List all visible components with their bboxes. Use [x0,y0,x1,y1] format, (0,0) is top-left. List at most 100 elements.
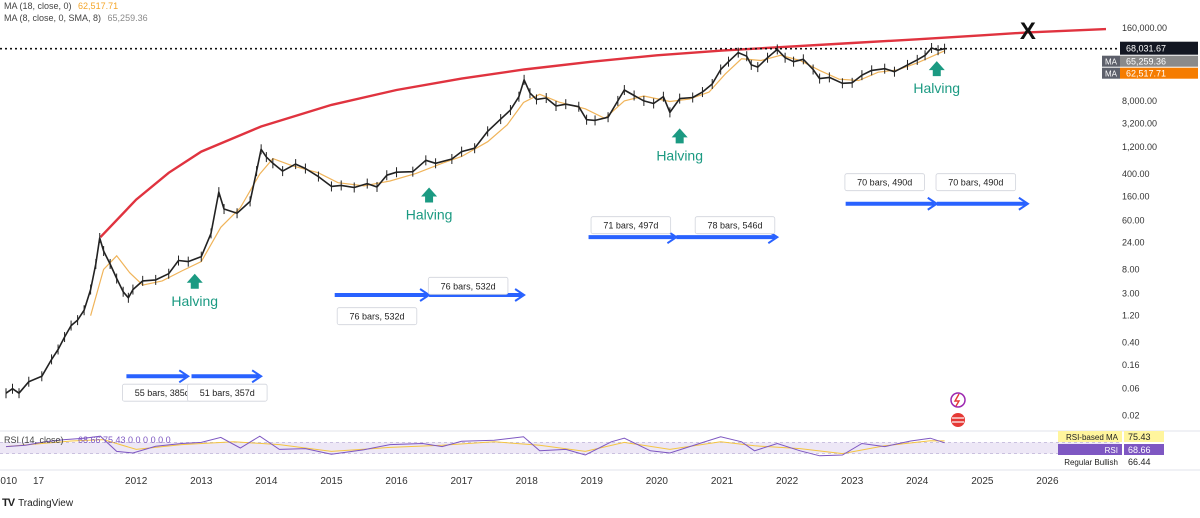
x-tick-label: 2015 [320,476,343,487]
legend-ma18-label: MA (18, close, 0) [4,1,72,11]
y-tick-label: 400.00 [1122,169,1150,179]
range-arrowhead-icon [927,196,939,211]
range-arrowhead-icon [1018,196,1030,211]
range-arrowhead-icon [178,369,191,384]
range-label: 70 bars, 490d [948,178,1003,188]
range-label-box [694,216,776,235]
x-tick-label: 2020 [646,476,669,487]
ma-tag-label-box [1102,55,1120,67]
y-tick-label: 0.06 [1122,384,1140,394]
y-tick-label: 60.00 [1122,215,1145,225]
x-tick-label: 2016 [385,476,408,487]
x-tick-label: 2026 [1036,476,1059,487]
range-label: 70 bars, 490d [857,178,912,188]
x-mark: X [1020,18,1036,45]
rsi-tag-value: 66.44 [1128,457,1151,467]
range-label-box [844,173,925,192]
range-label-box [187,383,268,402]
tradingview-logo-icon: TV [2,497,15,509]
rsi-title: RSI (14, close) [4,435,64,445]
range-label: 55 bars, 385d [135,388,190,398]
y-tick-label: 1,200.00 [1122,142,1157,152]
event-flash-bolt-icon [953,393,961,407]
halving-label: Halving [171,293,218,309]
x-tick-label: 2024 [906,476,929,487]
y-tick-label: 3.00 [1122,288,1140,298]
last-price-value: 68,031.67 [1126,44,1166,54]
range-label: 76 bars, 532d [441,281,496,291]
ma-tag-value: 62,517.71 [1126,69,1166,79]
y-tick-label: 160.00 [1122,191,1150,201]
rsi-tag-name: Regular Bullish [1064,458,1118,467]
y-tick-label: 24.00 [1122,238,1145,248]
rsi-tag-value-box [1124,444,1164,455]
y-tick-label: 8,000.00 [1122,96,1157,106]
ma-line [90,50,945,316]
footer-branding: TV TradingView [2,497,73,509]
range-label: 78 bars, 546d [707,221,762,231]
rsi-tag-name: RSI-based MA [1066,433,1119,442]
ma-tag-label: MA [1105,58,1118,67]
legend-ma8[interactable]: MA (8, close, 0, SMA, 8) 65,259.36 [4,13,148,23]
brand-name: TradingView [18,497,74,509]
x-tick-label: 2014 [255,476,278,487]
last-price-tag [1120,41,1198,55]
halving-arrow-icon [421,187,438,203]
halving-label: Halving [913,80,960,96]
rsi-tag-value: 68.66 [1128,445,1151,455]
x-tick-label: 2021 [711,476,734,487]
y-tick-label: 0.40 [1122,337,1140,347]
rsi-ma-line [5,439,945,455]
range-label-box [427,276,509,295]
legend-ma18[interactable]: MA (18, close, 0) 62,517.71 [4,1,118,11]
range-label-box [336,307,418,326]
ma-tag-label-box [1102,67,1120,79]
y-tick-label: 0.02 [1122,411,1140,421]
range-label-box [590,216,672,235]
rsi-line [5,435,945,457]
ma-tag-value: 65,259.36 [1126,57,1166,67]
range-arrowhead-icon [251,369,263,384]
rsi-tag-name-box [1058,456,1122,467]
range-label: 51 bars, 357d [200,388,255,398]
range-label: 76 bars, 532d [349,312,404,322]
rsi-tag-name-box [1058,431,1122,442]
event-flash-icon [950,392,966,408]
y-tick-label: 8.00 [1122,264,1140,274]
halving-arrow-icon [928,61,945,77]
event-flag-icon [951,413,965,427]
x-tick-label: 2023 [841,476,864,487]
legend-ma18-value: 62,517.71 [78,1,119,11]
y-tick-label: 0.16 [1122,360,1140,370]
x-tick-label: 2012 [125,476,148,487]
rsi-tag-value: 75.43 [1128,432,1151,442]
rsi-tag-value-box [1124,456,1164,467]
ma-tag-label: MA [1105,70,1118,79]
halving-arrow-icon [186,273,203,289]
x-tick-label: 2018 [516,476,539,487]
y-tick-label: 1.20 [1122,311,1140,321]
y-tick-label: 3,200.00 [1122,118,1157,128]
rsi-tag-value-box [1124,431,1164,442]
legend-ma8-label: MA (8, close, 0, SMA, 8) [4,13,102,23]
x-tick-label: 2019 [581,476,604,487]
halving-label: Halving [656,147,703,163]
halving-label: Halving [406,206,453,222]
range-arrowhead-icon [514,288,526,302]
x-tick-label: 2013 [190,476,213,487]
x-tick-label: 2022 [776,476,799,487]
price-line [5,47,945,394]
top-curve-line [99,27,1107,239]
y-tick-label: 160,000.00 [1122,23,1167,33]
x-tick-label: 2017 [450,476,473,487]
rsi-tag-name-box [1058,444,1122,455]
range-label-box [935,173,1017,192]
x-tick-label: 17 [33,476,45,487]
ma-tag-box [1120,67,1198,79]
x-tick-label: 2025 [971,476,994,487]
range-label: 71 bars, 497d [603,221,658,231]
ma-tag-box [1120,55,1198,67]
halving-arrow-icon [671,128,688,144]
